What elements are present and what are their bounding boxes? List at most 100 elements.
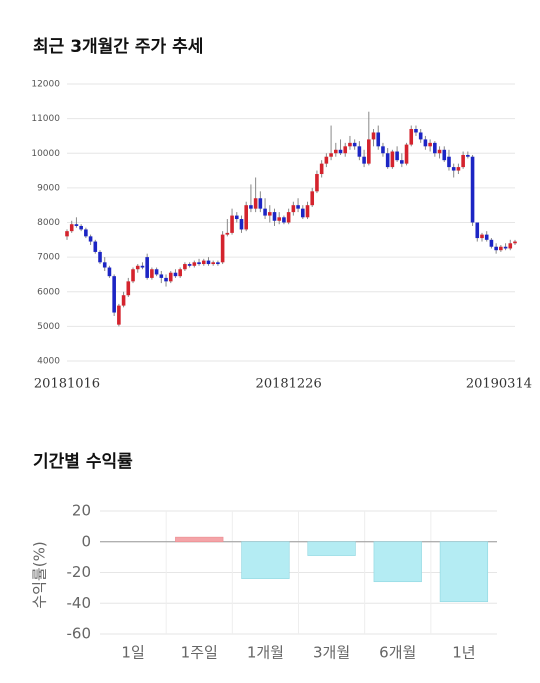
x-tick-label: 20190314 xyxy=(466,377,532,392)
candle-body xyxy=(310,191,315,206)
bar xyxy=(373,541,422,583)
candle-body xyxy=(367,139,371,164)
candle-body xyxy=(400,160,404,164)
candle-body xyxy=(499,246,503,251)
chart-title: 기간별 수익률 xyxy=(33,452,133,472)
candle-body xyxy=(376,132,381,147)
candle-body xyxy=(338,149,343,154)
candle-body xyxy=(159,274,164,278)
candle-body xyxy=(277,217,282,221)
candle-body xyxy=(418,132,423,140)
y-tick-label: -40 xyxy=(67,594,92,612)
candle-body xyxy=(456,167,461,171)
candle-body xyxy=(135,265,140,270)
candle-body xyxy=(475,222,480,239)
candle-body xyxy=(480,234,484,239)
candle-body xyxy=(145,257,149,278)
candle-body xyxy=(282,217,286,223)
candle-body xyxy=(423,139,428,147)
candle-body xyxy=(442,149,447,161)
candle-body xyxy=(154,269,159,275)
x-tick-label: 20181016 xyxy=(34,377,100,392)
candle-body xyxy=(433,142,437,154)
x-tick-label: 1일 xyxy=(121,644,144,662)
candle-body xyxy=(371,132,376,140)
candle-body xyxy=(503,246,508,249)
candle-body xyxy=(102,262,107,268)
candle-body xyxy=(126,281,131,296)
candle-body xyxy=(470,156,475,223)
candle-body xyxy=(173,272,178,277)
candle-body xyxy=(253,198,258,209)
candle-body xyxy=(74,224,79,226)
candle-body xyxy=(131,269,135,282)
candle-body xyxy=(197,262,201,265)
candle-body xyxy=(362,156,366,164)
candle-body xyxy=(414,129,418,133)
candle-body xyxy=(494,246,498,251)
candle-body xyxy=(484,234,489,240)
candle-body xyxy=(329,153,333,157)
candle-body xyxy=(300,208,305,218)
candle-body xyxy=(267,212,272,216)
candle-body xyxy=(508,243,513,249)
candle-body xyxy=(249,205,253,209)
candle-body xyxy=(258,198,263,209)
candle-body xyxy=(93,241,98,252)
candle-body xyxy=(178,269,182,277)
bar xyxy=(241,541,290,579)
candle-body xyxy=(168,272,173,282)
candle-body xyxy=(164,277,168,282)
candle-body xyxy=(513,241,517,244)
candle-body xyxy=(107,267,112,277)
candle-body xyxy=(334,149,338,154)
candle-body xyxy=(305,205,310,218)
y-tick-label: -60 xyxy=(67,625,92,643)
x-tick-label: 1년 xyxy=(452,644,475,662)
candle-body xyxy=(201,260,206,265)
candle-body xyxy=(234,215,239,220)
y-tick-label: 6000 xyxy=(37,287,60,297)
y-tick-label: 20 xyxy=(72,502,91,520)
candle-body xyxy=(489,239,494,247)
candle-body xyxy=(220,234,225,263)
candle-body xyxy=(263,208,267,216)
y-axis-label: 수익률(%) xyxy=(31,541,49,608)
y-tick-label: 5000 xyxy=(37,322,60,332)
candle-body xyxy=(244,205,248,230)
y-tick-label: 11000 xyxy=(31,114,60,124)
x-tick-label: 20181226 xyxy=(256,377,322,392)
candle-body xyxy=(183,264,187,270)
candle-body xyxy=(428,142,432,147)
candle-body xyxy=(230,215,234,233)
candle-body xyxy=(225,232,230,235)
candle-body xyxy=(437,149,442,154)
candle-body xyxy=(409,129,414,145)
y-tick-label: 7000 xyxy=(37,253,60,263)
candle-body xyxy=(324,156,329,164)
candle-body xyxy=(466,154,470,157)
y-tick-label: 12000 xyxy=(31,80,60,90)
y-tick-label: 8000 xyxy=(37,218,60,228)
candle-body xyxy=(84,229,88,237)
bar xyxy=(439,541,489,603)
candle-body xyxy=(121,295,126,306)
bar xyxy=(307,541,356,556)
candle-body xyxy=(343,146,348,154)
candle-body xyxy=(206,260,211,265)
candle-body xyxy=(98,251,102,263)
candle-body xyxy=(395,151,399,161)
bar xyxy=(175,536,224,543)
x-tick-label: 3개월 xyxy=(313,644,350,662)
candle-body xyxy=(286,212,291,223)
candle-body xyxy=(348,142,352,147)
candle-body xyxy=(88,236,93,242)
candle-body xyxy=(211,262,215,265)
candle-body xyxy=(296,205,300,209)
candle-body xyxy=(150,269,154,278)
candle-body xyxy=(272,212,277,221)
candle-body xyxy=(381,146,385,154)
candle-body xyxy=(79,225,83,230)
y-tick-label: 9000 xyxy=(37,183,60,193)
